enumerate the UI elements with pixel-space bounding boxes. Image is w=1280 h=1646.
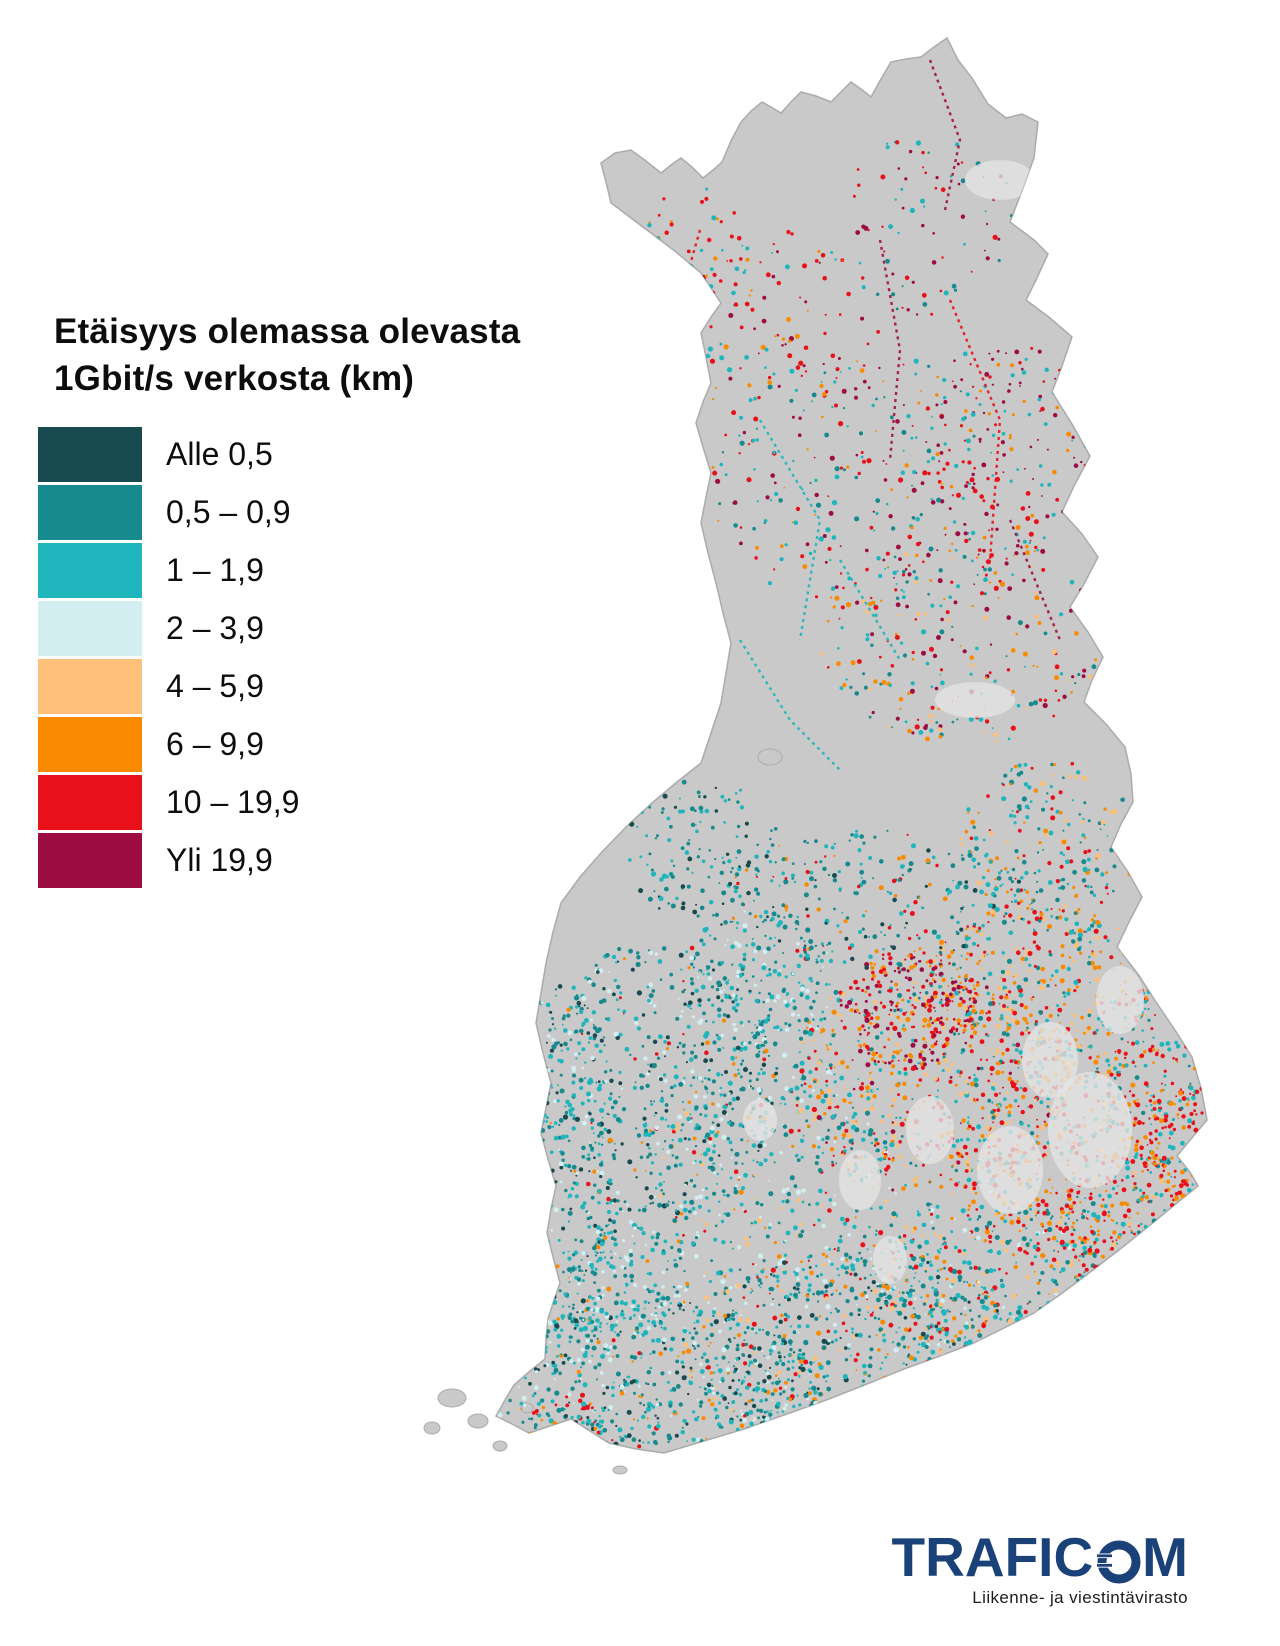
legend-title-line2: 1Gbit/s verkosta (km) [54,359,415,399]
traficom-subtitle: Liikenne- ja viestintävirasto [972,1588,1188,1607]
legend-item: 2 – 3,9 [38,600,520,656]
map-lakes-layer [743,160,1144,1284]
legend-label: Alle 0,5 [166,435,273,472]
legend-swatch [38,600,142,656]
legend-item: 4 – 5,9 [38,658,520,714]
legend-title-line1: Etäisyys olemassa olevasta [54,312,521,351]
legend-swatch [38,426,142,482]
legend-swatch [38,832,142,888]
archipelago-islands [423,748,783,1475]
legend-item: 10 – 19,9 [38,774,520,830]
traficom-wordmark: TRAFIC M [892,1530,1188,1585]
legend-item: 1 – 1,9 [38,542,520,598]
finland-outline [494,36,1208,1454]
legend-label: 10 – 19,9 [166,783,300,820]
legend-label: 4 – 5,9 [166,667,264,704]
legend-label: 6 – 9,9 [166,725,264,762]
legend-item: Yli 19,9 [38,832,520,888]
legend: Etäisyys olemassa olevasta 1Gbit/s verko… [38,308,520,891]
traficom-logo: TRAFIC M Liikenne- ja viestintävirasto [892,1530,1188,1608]
legend-item: 0,5 – 0,9 [38,484,520,540]
legend-title: Etäisyys olemassa olevasta 1Gbit/s verko… [54,308,520,403]
traficom-wordmark-suffix: M [1142,1526,1188,1588]
legend-swatch [38,542,142,598]
legend-label: 1 – 1,9 [166,551,264,588]
traficom-wordmark-prefix: TRAFIC [891,1526,1094,1588]
legend-label: Yli 19,9 [166,841,273,878]
legend-swatch [38,774,142,830]
legend-swatch [38,716,142,772]
legend-swatch [38,484,142,540]
legend-label: 2 – 3,9 [166,609,264,646]
legend-item: 6 – 9,9 [38,716,520,772]
traficom-o-icon [1095,1540,1141,1584]
legend-label: 0,5 – 0,9 [166,493,291,530]
legend-item: Alle 0,5 [38,426,520,482]
legend-items: Alle 0,5 0,5 – 0,9 1 – 1,9 2 – 3,9 4 – 5,9 6 … [38,426,520,888]
legend-swatch [38,658,142,714]
